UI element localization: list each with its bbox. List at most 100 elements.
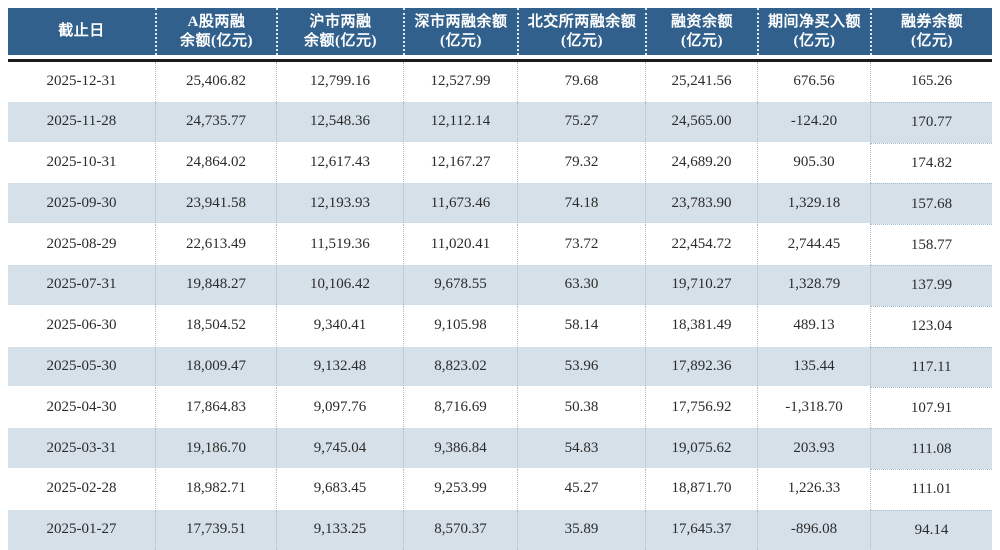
value-cell: 18,009.47 <box>155 346 276 387</box>
value-cell: 9,678.55 <box>403 264 517 305</box>
table-row: 2025-11-28 24,735.77 12,548.36 12,112.14 75.… <box>8 101 992 143</box>
value-cell: 10,106.42 <box>276 264 403 305</box>
value-cell: 170.77 <box>870 101 992 143</box>
value-cell: 79.68 <box>517 62 645 102</box>
value-cell: 17,864.83 <box>155 387 276 428</box>
value-cell: 137.99 <box>870 264 992 306</box>
value-cell: 18,982.71 <box>155 468 276 509</box>
column-header-bse-margin: 北交所两融余额 (亿元) <box>517 8 645 55</box>
date-cell: 2025-06-30 <box>8 305 155 346</box>
value-cell: 17,739.51 <box>155 509 276 550</box>
value-cell: 19,186.70 <box>155 428 276 468</box>
value-cell: 157.68 <box>870 183 992 225</box>
value-cell: 17,756.92 <box>645 387 757 428</box>
value-cell: 18,871.70 <box>645 468 757 509</box>
value-cell: 12,548.36 <box>276 101 403 142</box>
column-header-sh-margin: 沪市两融 余额(亿元) <box>276 8 403 55</box>
value-cell: -1,318.70 <box>757 387 870 428</box>
date-cell: 2025-12-31 <box>8 62 155 102</box>
value-cell: 9,132.48 <box>276 346 403 387</box>
value-cell: 11,519.36 <box>276 224 403 264</box>
value-cell: 12,617.43 <box>276 142 403 183</box>
value-cell: 23,941.58 <box>155 183 276 224</box>
header-separator-line <box>8 59 992 62</box>
value-cell: 22,454.72 <box>645 224 757 264</box>
table-row: 2025-09-30 23,941.58 12,193.93 11,673.46 74.… <box>8 183 992 225</box>
value-cell: 9,097.76 <box>276 387 403 428</box>
margin-balance-table: 截止日 A股两融 余额(亿元) 沪市两融 余额(亿元) 深市两融余额 (亿元) … <box>8 8 992 550</box>
value-cell: 50.38 <box>517 387 645 428</box>
table-row: 2025-06-30 18,504.52 9,340.41 9,105.98 58.14… <box>8 305 992 347</box>
value-cell: 94.14 <box>870 509 992 550</box>
value-cell: 11,673.46 <box>403 183 517 224</box>
value-cell: 123.04 <box>870 305 992 347</box>
value-cell: 54.83 <box>517 428 645 468</box>
value-cell: 24,565.00 <box>645 101 757 142</box>
value-cell: 23,783.90 <box>645 183 757 224</box>
date-cell: 2025-05-30 <box>8 346 155 387</box>
value-cell: 9,683.45 <box>276 468 403 509</box>
value-cell: 58.14 <box>517 305 645 346</box>
value-cell: 12,167.27 <box>403 142 517 183</box>
value-cell: 17,892.36 <box>645 346 757 387</box>
value-cell: 12,112.14 <box>403 101 517 142</box>
value-cell: 9,340.41 <box>276 305 403 346</box>
table-row: 2025-08-29 22,613.49 11,519.36 11,020.41 73.… <box>8 224 992 265</box>
column-header-date: 截止日 <box>8 8 155 55</box>
value-cell: 8,716.69 <box>403 387 517 428</box>
value-cell: 25,406.82 <box>155 62 276 102</box>
value-cell: 107.91 <box>870 387 992 429</box>
value-cell: 9,386.84 <box>403 428 517 468</box>
table-row: 2025-01-27 17,739.51 9,133.25 8,570.37 35.89… <box>8 509 992 550</box>
table-row: 2025-07-31 19,848.27 10,106.42 9,678.55 63.3… <box>8 264 992 306</box>
value-cell: 9,105.98 <box>403 305 517 346</box>
column-header-financing: 融资余额 (亿元) <box>645 8 757 55</box>
value-cell: -124.20 <box>757 101 870 142</box>
table-row: 2025-02-28 18,982.71 9,683.45 9,253.99 45.27… <box>8 468 992 510</box>
value-cell: 165.26 <box>870 62 992 102</box>
value-cell: 25,241.56 <box>645 62 757 102</box>
value-cell: 75.27 <box>517 101 645 142</box>
value-cell: 1,226.33 <box>757 468 870 509</box>
value-cell: 45.27 <box>517 468 645 509</box>
value-cell: 19,848.27 <box>155 264 276 305</box>
table-body: 2025-12-31 25,406.82 12,799.16 12,527.99 79.… <box>8 62 992 550</box>
value-cell: 18,381.49 <box>645 305 757 346</box>
value-cell: -896.08 <box>757 509 870 550</box>
value-cell: 53.96 <box>517 346 645 387</box>
table-row: 2025-10-31 24,864.02 12,617.43 12,167.27 79.… <box>8 142 992 184</box>
value-cell: 8,823.02 <box>403 346 517 387</box>
value-cell: 12,527.99 <box>403 62 517 102</box>
table-header-row: 截止日 A股两融 余额(亿元) 沪市两融 余额(亿元) 深市两融余额 (亿元) … <box>8 8 992 55</box>
value-cell: 1,329.18 <box>757 183 870 224</box>
date-cell: 2025-03-31 <box>8 428 155 468</box>
value-cell: 9,133.25 <box>276 509 403 550</box>
value-cell: 8,570.37 <box>403 509 517 550</box>
value-cell: 174.82 <box>870 142 992 184</box>
value-cell: 489.13 <box>757 305 870 346</box>
value-cell: 158.77 <box>870 224 992 265</box>
value-cell: 117.11 <box>870 346 992 388</box>
value-cell: 9,253.99 <box>403 468 517 509</box>
value-cell: 24,864.02 <box>155 142 276 183</box>
table-row: 2025-03-31 19,186.70 9,745.04 9,386.84 54.83… <box>8 428 992 469</box>
value-cell: 135.44 <box>757 346 870 387</box>
date-cell: 2025-02-28 <box>8 468 155 509</box>
column-header-a-share-margin: A股两融 余额(亿元) <box>155 8 276 55</box>
date-cell: 2025-07-31 <box>8 264 155 305</box>
date-cell: 2025-01-27 <box>8 509 155 550</box>
date-cell: 2025-09-30 <box>8 183 155 224</box>
value-cell: 24,689.20 <box>645 142 757 183</box>
table-row: 2025-05-30 18,009.47 9,132.48 8,823.02 53.96… <box>8 346 992 388</box>
value-cell: 35.89 <box>517 509 645 550</box>
value-cell: 22,613.49 <box>155 224 276 264</box>
value-cell: 11,020.41 <box>403 224 517 264</box>
value-cell: 9,745.04 <box>276 428 403 468</box>
value-cell: 19,710.27 <box>645 264 757 305</box>
value-cell: 676.56 <box>757 62 870 102</box>
column-header-net-buy: 期间净买入额 (亿元) <box>757 8 870 55</box>
value-cell: 12,193.93 <box>276 183 403 224</box>
table-row: 2025-04-30 17,864.83 9,097.76 8,716.69 50.38… <box>8 387 992 429</box>
value-cell: 18,504.52 <box>155 305 276 346</box>
